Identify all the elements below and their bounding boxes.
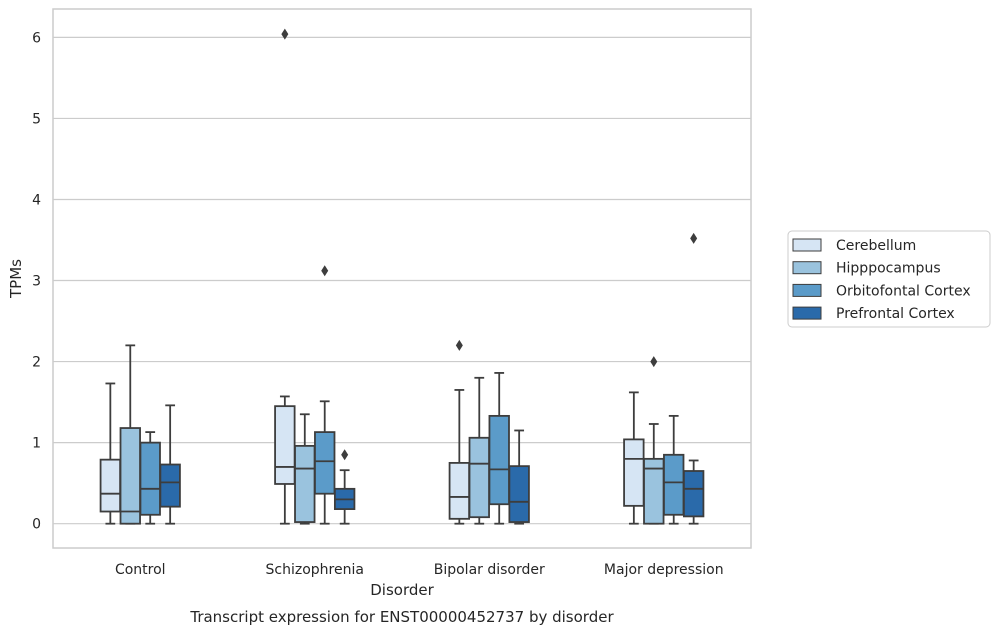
y-tick-label: 6 bbox=[32, 30, 41, 46]
box-body bbox=[99, 458, 122, 513]
outlier-point bbox=[341, 449, 349, 461]
box-1-1 bbox=[294, 413, 316, 525]
legend-swatch bbox=[792, 283, 822, 297]
box-3-0 bbox=[159, 404, 181, 525]
box-body bbox=[314, 431, 336, 495]
outlier-point bbox=[690, 232, 698, 244]
x-tick-labels: Control Schizophrenia Bipolar disorder Majo… bbox=[115, 562, 724, 578]
legend-label: Orbitofontal Cortex bbox=[836, 283, 971, 299]
x-axis-label: Disorder bbox=[370, 581, 434, 599]
box-body bbox=[448, 461, 471, 520]
box-body bbox=[623, 438, 645, 507]
y-tick-label: 1 bbox=[32, 436, 41, 452]
box-body bbox=[488, 414, 510, 506]
box-1-3 bbox=[643, 356, 665, 525]
box-2-1 bbox=[314, 265, 336, 525]
box-body bbox=[294, 444, 316, 523]
box-body bbox=[682, 470, 705, 518]
box-0-0 bbox=[99, 382, 122, 525]
box-body bbox=[663, 453, 685, 516]
box-2-3 bbox=[663, 414, 685, 525]
outlier-point bbox=[650, 356, 658, 368]
box-body bbox=[159, 463, 181, 508]
box-body bbox=[468, 436, 490, 519]
box-body bbox=[139, 441, 161, 516]
legend-swatch bbox=[792, 261, 822, 275]
y-tick-label: 4 bbox=[32, 192, 41, 208]
box-body bbox=[119, 427, 141, 525]
box-3-1 bbox=[333, 449, 356, 525]
y-tick-label: 3 bbox=[32, 274, 41, 290]
legend-frame bbox=[787, 230, 991, 328]
box-plot-marks bbox=[99, 28, 705, 525]
box-0-3 bbox=[623, 391, 645, 525]
legend-swatch bbox=[792, 306, 822, 320]
box-1-0 bbox=[119, 344, 141, 525]
y-axis-label: TPMs bbox=[7, 259, 25, 299]
x-tick-label: Major depression bbox=[604, 562, 724, 578]
x-tick-label: Bipolar disorder bbox=[434, 562, 545, 578]
box-body bbox=[274, 405, 296, 485]
box-0-2 bbox=[448, 339, 471, 525]
legend: Cerebellum Hipppocampus Orbitofontal Corte… bbox=[787, 230, 991, 328]
box-1-2 bbox=[468, 376, 490, 525]
box-0-1 bbox=[274, 28, 296, 525]
legend-swatch bbox=[792, 238, 822, 252]
y-tick-label: 5 bbox=[32, 111, 41, 127]
plot-frame bbox=[52, 8, 752, 549]
legend-label: Cerebellum bbox=[836, 238, 916, 254]
x-tick-label: Control bbox=[115, 562, 166, 578]
y-tick-labels: 0 1 2 3 4 5 6 bbox=[32, 30, 41, 532]
chart-title: Transcript expression for ENST0000045273… bbox=[189, 608, 614, 626]
legend-label: Prefrontal Cortex bbox=[836, 306, 955, 322]
box-2-0 bbox=[139, 431, 161, 525]
box-3-2 bbox=[508, 429, 530, 525]
y-tick-label: 2 bbox=[32, 355, 41, 371]
legend-label: Hipppocampus bbox=[836, 261, 941, 277]
y-tick-label: 0 bbox=[32, 517, 41, 533]
outlier-point bbox=[321, 265, 329, 277]
box-3-3 bbox=[682, 232, 705, 525]
box-2-2 bbox=[488, 372, 510, 525]
box-body bbox=[508, 465, 530, 523]
outlier-point bbox=[455, 339, 463, 351]
x-tick-label: Schizophrenia bbox=[266, 562, 364, 578]
outlier-point bbox=[281, 28, 289, 40]
